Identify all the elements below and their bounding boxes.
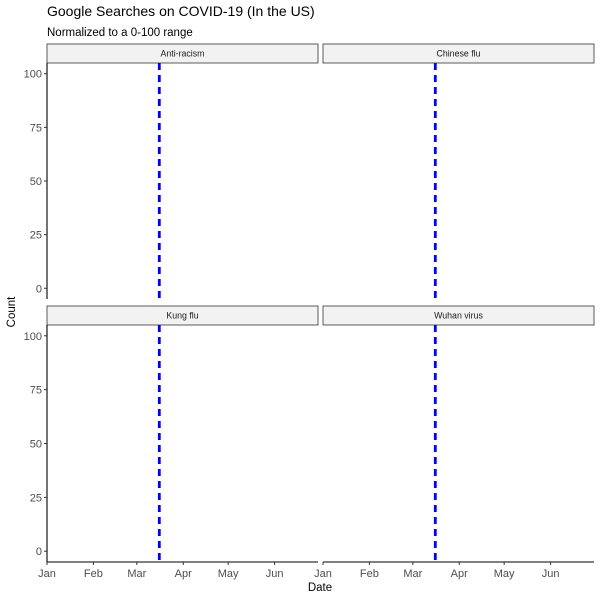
y-tick-label: 100 (24, 69, 42, 81)
facet-strip (322, 305, 595, 326)
facet-panel: Anti-racism 0 25 50 75 100 (24, 43, 319, 299)
x-tick-label: Jan (38, 568, 56, 580)
chart-subtitle: Normalized to a 0-100 range (47, 27, 193, 39)
x-tick-label: Feb (84, 568, 103, 580)
facet-panel: Chinese flu (322, 43, 595, 299)
facet-panel: Kung flu 0 25 50 75 100 Jan Feb Mar Apr May Jun (24, 305, 319, 580)
facet-label: Wuhan virus (434, 311, 483, 321)
y-tick-label: 25 (30, 492, 42, 504)
y-tick-label: 0 (36, 283, 42, 295)
x-tick-label: Jan (314, 568, 332, 580)
facet-label: Kung flu (166, 311, 198, 321)
y-tick-label: 50 (30, 439, 42, 451)
x-tick-label: Apr (451, 568, 468, 580)
y-tick-label: 75 (30, 122, 42, 134)
y-tick-label: 100 (24, 331, 42, 343)
facet-label: Chinese flu (436, 49, 480, 59)
facet-label: Anti-racism (161, 49, 205, 59)
x-tick-label: Mar (403, 568, 422, 580)
x-tick-label: Mar (127, 568, 146, 580)
facet-strip (46, 305, 319, 326)
facet-strip (322, 43, 595, 64)
facet-panels: Anti-racism 0 25 50 75 100 Chinese flu Kung flu… (24, 43, 595, 580)
y-tick-label: 75 (30, 385, 42, 397)
x-tick-label: May (218, 568, 239, 580)
x-tick-label: Jun (542, 568, 560, 580)
facet-strip (46, 43, 319, 64)
chart-title: Google Searches on COVID-19 (In the US) (47, 3, 315, 19)
y-tick-label: 50 (30, 176, 42, 188)
x-tick-label: Feb (360, 568, 379, 580)
x-tick-label: Apr (175, 568, 192, 580)
y-axis-label: Count (6, 296, 18, 327)
x-axis-label: Date (308, 582, 332, 594)
x-tick-label: Jun (266, 568, 284, 580)
y-tick-label: 0 (36, 546, 42, 558)
y-tick-label: 25 (30, 230, 42, 242)
x-tick-label: May (494, 568, 515, 580)
facet-panel: Wuhan virus Jan Feb Mar Apr May Jun (314, 305, 595, 580)
